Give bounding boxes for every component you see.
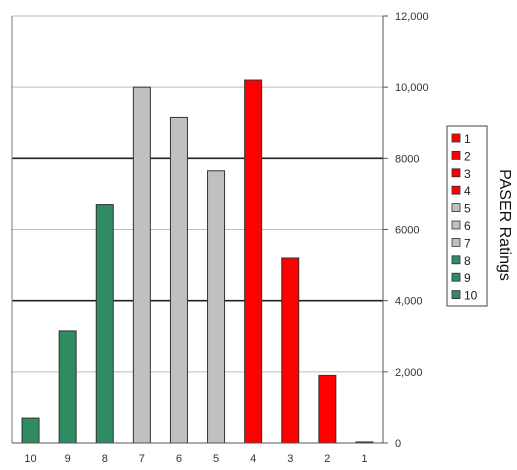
gridlines [12, 15, 383, 373]
legend-label: 10 [464, 289, 478, 303]
bar [318, 374, 337, 444]
legend-swatch [451, 133, 461, 143]
legend-swatch [451, 168, 461, 178]
x-tick-label: 2 [324, 453, 330, 465]
legend-label: 4 [464, 184, 471, 198]
x-tick-label: 4 [250, 453, 256, 465]
legend-swatch [451, 185, 461, 195]
legend-label: 8 [464, 254, 471, 268]
legend-label: 1 [464, 132, 471, 146]
legend-label: 6 [464, 219, 471, 233]
x-tick-label: 7 [139, 453, 145, 465]
y-tick-label: 2,000 [395, 367, 423, 379]
y-tick-label: 4,000 [395, 296, 423, 308]
legend-swatch [451, 237, 461, 247]
legend-swatch [451, 290, 461, 300]
legend: 1 2 3 4 5 6 7 8 9 10 [446, 125, 488, 307]
x-tick-labels: 10 9 8 7 6 5 4 3 2 1 [24, 453, 367, 465]
bar [207, 170, 226, 444]
y-tick-labels: 0 2,000 4,000 6000 8000 10,000 12,000 [395, 11, 429, 450]
axes [11, 15, 388, 444]
bar [244, 79, 263, 444]
bar [21, 417, 40, 444]
legend-label: 2 [464, 149, 471, 163]
x-tick-label: 1 [361, 453, 367, 465]
legend-swatch [451, 150, 461, 160]
y-tick-label: 12,000 [395, 11, 429, 23]
bar [95, 204, 114, 444]
bar [132, 86, 151, 444]
x-tick-label: 5 [213, 453, 219, 465]
legend-label: 7 [464, 236, 471, 250]
y-tick-label: 0 [395, 438, 401, 450]
x-tick-label: 9 [65, 453, 71, 465]
y-tick-label: 8000 [395, 153, 419, 165]
legend-label: 9 [464, 271, 471, 285]
legend-swatch [451, 220, 461, 230]
legend-swatch [451, 272, 461, 282]
x-tick-label: 6 [176, 453, 182, 465]
legend-label: 5 [464, 202, 471, 216]
bar [169, 116, 188, 444]
x-tick-label: 3 [287, 453, 293, 465]
y-axis-label: PASER Ratings [496, 169, 513, 281]
bar [58, 330, 77, 444]
legend-swatch [451, 255, 461, 265]
legend-swatch [451, 203, 461, 213]
y-tick-label: 10,000 [395, 82, 429, 94]
bar [281, 257, 300, 444]
x-tick-label: 8 [102, 453, 108, 465]
legend-label: 3 [464, 167, 471, 181]
y-tick-label: 6000 [395, 225, 419, 237]
bars [21, 79, 374, 444]
x-tick-label: 10 [24, 453, 36, 465]
